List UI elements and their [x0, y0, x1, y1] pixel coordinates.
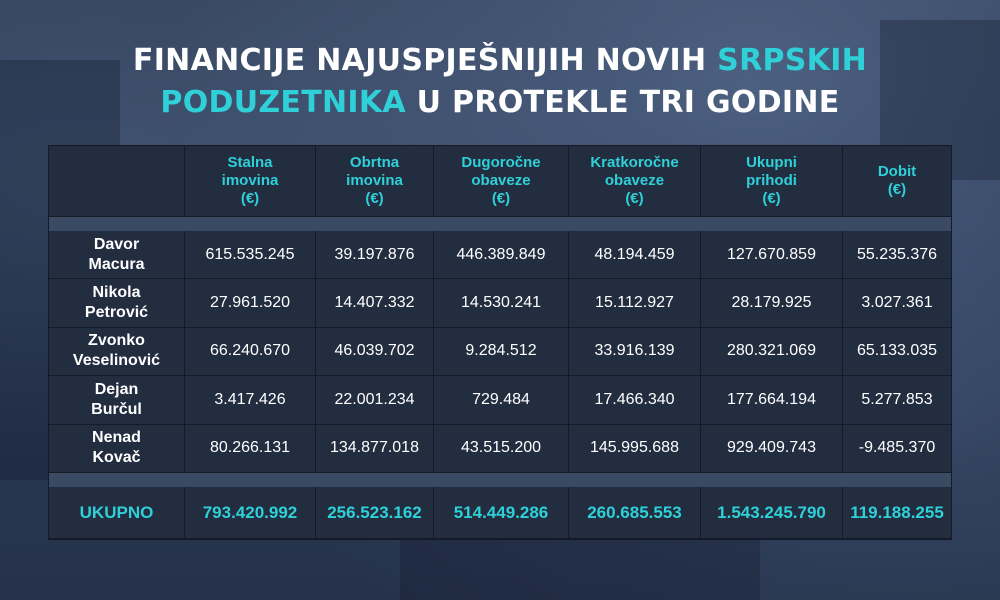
header-row: Stalna imovina (€) Obrtna imovina (€) Dugoročn…: [49, 146, 951, 217]
table-cell: 65.133.035: [843, 327, 951, 377]
table-cell: 46.039.702: [316, 327, 434, 377]
row-name: Nikola Petrović: [49, 279, 185, 328]
table-cell: 9.284.512: [434, 327, 569, 377]
header-cell-empty: [49, 146, 185, 217]
total-cell: 256.523.162: [316, 487, 434, 539]
table-row: Davor Macura 615.535.245 39.197.876 446.389.…: [49, 231, 951, 280]
table-cell: 55.235.376: [843, 231, 951, 280]
table-cell: 22.001.234: [316, 376, 434, 425]
table-cell: 28.179.925: [701, 279, 843, 328]
title-part2: U PROTEKLE TRI GODINE: [405, 85, 840, 120]
table-cell: -9.485.370: [843, 424, 951, 473]
total-cell: 793.420.992: [185, 487, 316, 539]
table-cell: 3.417.426: [185, 376, 316, 425]
row-name: Zvonko Veselinović: [49, 327, 185, 377]
table-cell: 5.277.853: [843, 376, 951, 425]
total-row: UKUPNO 793.420.992 256.523.162 514.449.286 2…: [49, 487, 951, 539]
column-header: Dobit (€): [843, 146, 951, 217]
row-name: Davor Macura: [49, 231, 185, 280]
table-cell: 134.877.018: [316, 424, 434, 473]
table-cell: 177.664.194: [701, 376, 843, 425]
table-cell: 43.515.200: [434, 424, 569, 473]
table-cell: 145.995.688: [569, 424, 701, 473]
column-header: Ukupni prihodi (€): [701, 146, 843, 217]
total-cell: 514.449.286: [434, 487, 569, 539]
financial-table: Stalna imovina (€) Obrtna imovina (€) Dugoročn…: [48, 145, 952, 540]
total-label: UKUPNO: [49, 487, 185, 539]
table-row: Nikola Petrović 27.961.520 14.407.332 14.530…: [49, 279, 951, 328]
table-row: Nenad Kovač 80.266.131 134.877.018 43.515.20…: [49, 424, 951, 473]
column-header: Obrtna imovina (€): [316, 146, 434, 217]
table-cell: 17.466.340: [569, 376, 701, 425]
table-cell: 280.321.069: [701, 327, 843, 377]
page-title: FINANCIJE NAJUSPJEŠNIJIH NOVIH SRPSKIH P…: [0, 40, 1000, 124]
total-cell: 260.685.553: [569, 487, 701, 539]
table-cell: 48.194.459: [569, 231, 701, 280]
table-cell: 729.484: [434, 376, 569, 425]
title-accent2: PODUZETNIKA: [160, 85, 406, 120]
table-cell: 929.409.743: [701, 424, 843, 473]
column-header: Kratkoročne obaveze (€): [569, 146, 701, 217]
row-name: Dejan Burčul: [49, 376, 185, 425]
table-row: Zvonko Veselinović 66.240.670 46.039.702 9.2…: [49, 327, 951, 377]
table-cell: 14.407.332: [316, 279, 434, 328]
total-cell: 119.188.255: [843, 487, 951, 539]
total-cell: 1.543.245.790: [701, 487, 843, 539]
table-cell: 15.112.927: [569, 279, 701, 328]
table-spacer: [49, 473, 951, 487]
title-accent1: SRPSKIH: [717, 43, 868, 78]
row-name: Nenad Kovač: [49, 424, 185, 473]
table-cell: 14.530.241: [434, 279, 569, 328]
table-cell: 33.916.139: [569, 327, 701, 377]
table-cell: 27.961.520: [185, 279, 316, 328]
table-cell: 127.670.859: [701, 231, 843, 280]
table-cell: 80.266.131: [185, 424, 316, 473]
column-header: Stalna imovina (€): [185, 146, 316, 217]
table-cell: 3.027.361: [843, 279, 951, 328]
title-part1: FINANCIJE NAJUSPJEŠNIJIH NOVIH: [132, 43, 718, 78]
column-header: Dugoročne obaveze (€): [434, 146, 569, 217]
table-cell: 615.535.245: [185, 231, 316, 280]
table-cell: 446.389.849: [434, 231, 569, 280]
table-cell: 66.240.670: [185, 327, 316, 377]
table-row: Dejan Burčul 3.417.426 22.001.234 729.484 17.…: [49, 376, 951, 425]
table-spacer: [49, 217, 951, 231]
table-cell: 39.197.876: [316, 231, 434, 280]
